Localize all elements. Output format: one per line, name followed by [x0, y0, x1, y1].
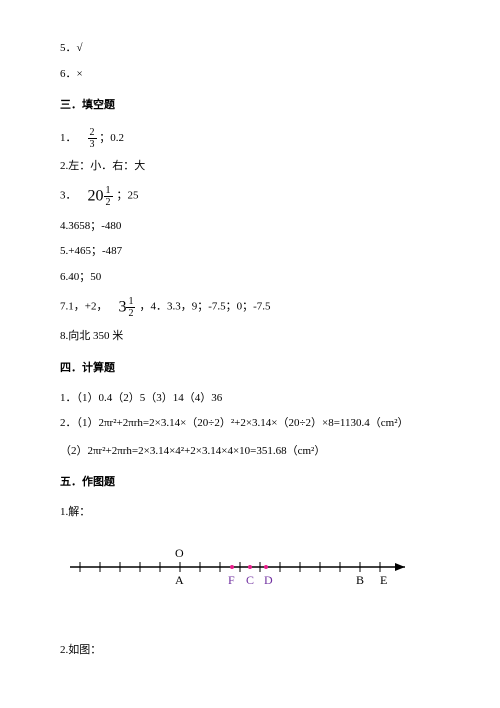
q7-whole: 3 [118, 299, 126, 316]
q2: 2.左：小．右：大 [60, 158, 440, 176]
q3-prefix: 3． [60, 190, 77, 202]
q7-numerator: 1 [126, 296, 135, 308]
label-F: F [228, 573, 235, 587]
label-C: C [246, 573, 254, 587]
q1: 1． 2 3 ；0.2 [60, 127, 440, 150]
section-5-title: 五．作图题 [60, 474, 440, 492]
section-4-title: 四．计算题 [60, 360, 440, 378]
point-F [230, 565, 234, 569]
section-3-title: 三．填空题 [60, 97, 440, 115]
q7: 7.1，+2， 3 1 2 ，4．3.3，9；-7.5；0；-7.5 [60, 294, 440, 320]
q7-fraction: 1 2 [126, 296, 135, 319]
number-line: O A F C D B E [60, 542, 420, 602]
q3: 3． 20 1 2 ；25 [60, 183, 440, 209]
draw-1: 1.解： [60, 504, 440, 522]
q8: 8.向北 350 米 [60, 328, 440, 346]
label-E: E [380, 573, 387, 587]
calc-1: 1．（1）0.4（2）5（3）14（4）36 [60, 390, 440, 408]
label-B: B [356, 573, 364, 587]
label-A: A [175, 573, 184, 587]
number-line-container: O A F C D B E [60, 542, 440, 602]
point-D [264, 565, 268, 569]
q3-denominator: 2 [104, 197, 113, 208]
point-C [248, 565, 252, 569]
q1-prefix: 1． [60, 132, 77, 144]
q7-mixed: 3 1 2 [118, 298, 139, 315]
q6: 6.40；50 [60, 269, 440, 287]
q1-fraction: 2 3 [88, 127, 97, 150]
q7-suffix: ，4．3.3，9；-7.5；0；-7.5 [139, 301, 270, 313]
calc-2b: （2）2πr²+2πrh=2×3.14×4²+2×3.14×4×10=351.6… [60, 443, 440, 461]
q5: 5.+465；-487 [60, 243, 440, 261]
draw-2: 2.如图： [60, 642, 440, 660]
q7-denominator: 2 [126, 308, 135, 319]
q1-suffix: ；0.2 [99, 132, 124, 144]
q3-mixed: 20 1 2 [88, 187, 117, 204]
q1-numerator: 2 [88, 127, 97, 139]
label-D: D [264, 573, 273, 587]
q3-numerator: 1 [104, 185, 113, 197]
q3-fraction: 1 2 [104, 185, 113, 208]
arrow-head [395, 563, 405, 571]
calc-2a: 2．（1）2πr²+2πrh=2×3.14×（20÷2）²+2×3.14×（20… [60, 415, 440, 433]
answer-5: 5．√ [60, 40, 440, 58]
q3-whole: 20 [88, 188, 104, 205]
label-O: O [175, 546, 184, 560]
q1-denominator: 3 [88, 139, 97, 150]
q3-suffix: ；25 [117, 190, 139, 202]
answer-6: 6．× [60, 66, 440, 84]
q4: 4.3658；-480 [60, 218, 440, 236]
q7-prefix: 7.1，+2， [60, 301, 107, 313]
